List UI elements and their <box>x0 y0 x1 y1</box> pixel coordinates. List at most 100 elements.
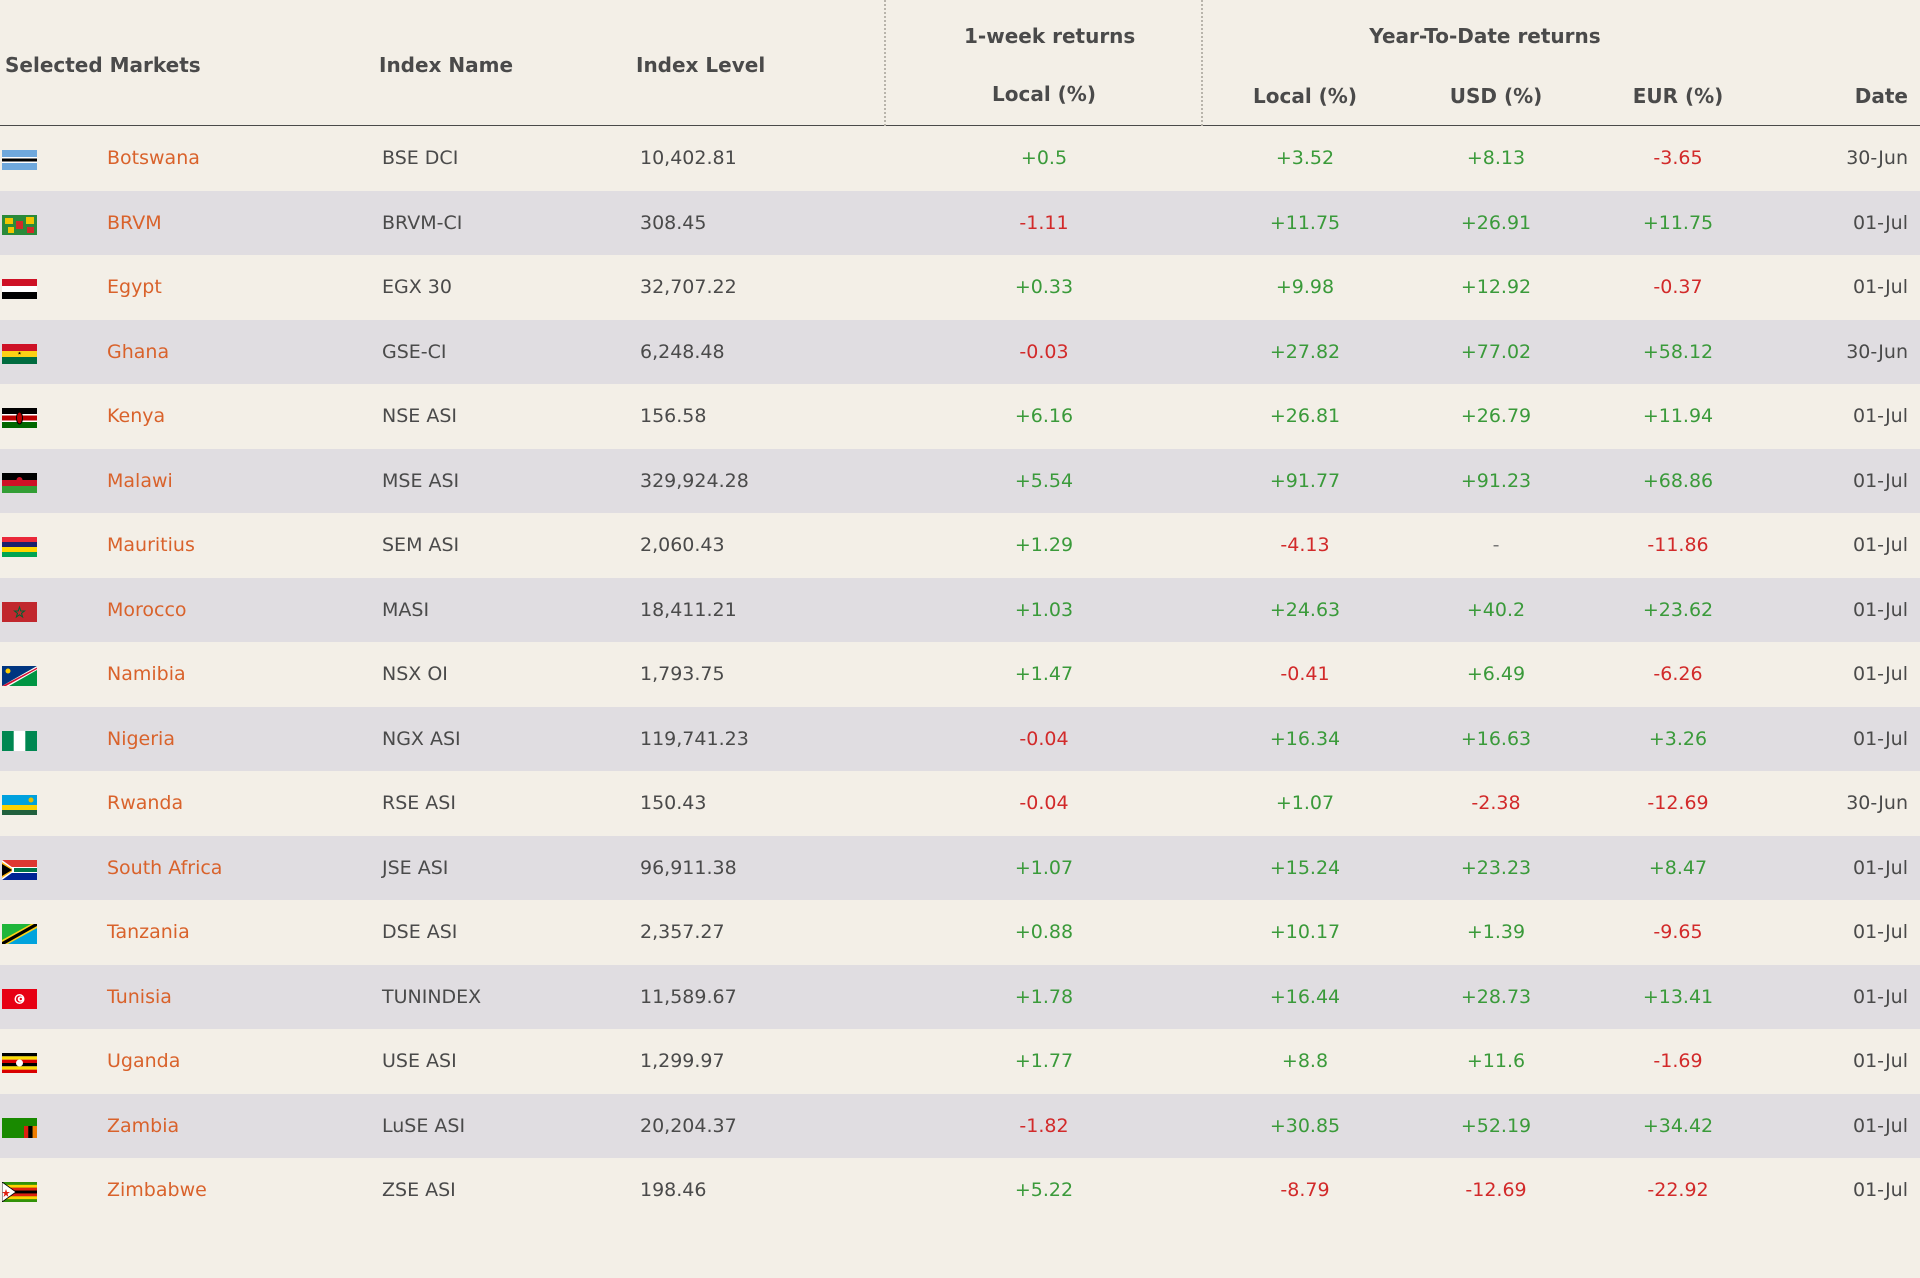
country-link[interactable]: Botswana <box>107 147 200 169</box>
index-name: MASI <box>382 598 430 621</box>
header-selected-markets[interactable]: Selected Markets <box>5 53 201 77</box>
table-row: Botswana BSE DCI 10,402.81 +0.5 +3.52 +8.13 -3… <box>0 126 1920 191</box>
uganda-flag-icon <box>2 1053 37 1073</box>
index-level: 308.45 <box>640 211 707 234</box>
table-row: Uganda USE ASI 1,299.97 +1.77 +8.8 +11.6 -1.69… <box>0 1029 1920 1094</box>
header-ytd-usd[interactable]: USD (%) <box>1449 84 1543 108</box>
ytd-local-return: -4.13 <box>1280 534 1330 556</box>
country-link[interactable]: Nigeria <box>107 727 175 750</box>
zambia-flag-icon <box>2 1117 37 1138</box>
ghana-flag-icon <box>2 343 37 364</box>
table-body: Botswana BSE DCI 10,402.81 +0.5 +3.52 +8.13 -3… <box>0 126 1920 1223</box>
index-name: NSX OI <box>382 663 448 685</box>
index-level: 11,589.67 <box>640 985 737 1008</box>
week-local-return: +0.5 <box>1020 147 1068 169</box>
country-link[interactable]: Malawi <box>107 469 173 492</box>
ytd-local-return: -0.41 <box>1280 663 1330 685</box>
index-name: JSE ASI <box>382 856 449 879</box>
date: 01-Jul <box>1852 598 1908 621</box>
header-date[interactable]: Date <box>1854 84 1908 108</box>
header-index-name[interactable]: Index Name <box>379 53 514 77</box>
ytd-eur-return: +34.42 <box>1642 1114 1714 1137</box>
country-link[interactable]: BRVM <box>107 211 162 234</box>
table-row: Mauritius SEM ASI 2,060.43 +1.29 -4.13 - -11.8… <box>0 513 1920 578</box>
date: 01-Jul <box>1852 856 1908 879</box>
week-local-return: -1.82 <box>1019 1114 1069 1137</box>
country-link[interactable]: Zimbabwe <box>107 1179 207 1201</box>
ytd-usd-return: +52.19 <box>1460 1114 1532 1137</box>
index-level: 96,911.38 <box>640 856 737 879</box>
table-row: Ghana GSE-CI 6,248.48 -0.03 +27.82 +77.02 +58.… <box>0 319 1920 384</box>
country-link[interactable]: Tanzania <box>107 921 190 943</box>
date: 01-Jul <box>1852 405 1908 427</box>
index-name: BSE DCI <box>382 147 459 169</box>
date: 01-Jul <box>1852 211 1908 234</box>
country-link[interactable]: Uganda <box>107 1050 181 1072</box>
zimbabwe-flag-icon <box>2 1182 37 1202</box>
tanzania-flag-icon <box>2 924 37 944</box>
table-row: Nigeria NGX ASI 119,741.23 -0.04 +16.34 +16.6… <box>0 706 1920 771</box>
ytd-local-return: +16.44 <box>1269 985 1341 1008</box>
week-local-return: +1.03 <box>1014 598 1074 621</box>
country-link[interactable]: Morocco <box>107 598 187 621</box>
ytd-usd-return: +23.23 <box>1460 856 1532 879</box>
index-name: LuSE ASI <box>382 1114 466 1137</box>
date: 01-Jul <box>1852 1179 1908 1201</box>
ytd-usd-return: - <box>1492 534 1500 556</box>
ytd-usd-return: +77.02 <box>1460 340 1532 363</box>
table-row: Malawi MSE ASI 329,924.28 +5.54 +91.77 +91.23… <box>0 448 1920 513</box>
ytd-usd-return: +1.39 <box>1466 921 1526 943</box>
table-header: Selected Markets Index Name Index Level … <box>0 0 1920 126</box>
date: 30-Jun <box>1846 792 1908 814</box>
week-local-return: +0.88 <box>1014 921 1074 943</box>
week-local-return: +1.07 <box>1014 856 1074 879</box>
ytd-usd-return: +91.23 <box>1460 469 1532 492</box>
index-name: SEM ASI <box>382 534 460 556</box>
ytd-eur-return: +11.94 <box>1642 405 1714 427</box>
header-index-level[interactable]: Index Level <box>636 53 766 77</box>
header-week-local[interactable]: Local (%) <box>992 82 1096 106</box>
date: 01-Jul <box>1852 534 1908 556</box>
header-ytd-local[interactable]: Local (%) <box>1253 84 1357 108</box>
table-row: Kenya NSE ASI 156.58 +6.16 +26.81 +26.79 +11.9… <box>0 384 1920 449</box>
country-link[interactable]: Tunisia <box>107 985 172 1008</box>
index-level: 2,060.43 <box>640 534 725 556</box>
ytd-usd-return: +6.49 <box>1466 663 1526 685</box>
ytd-eur-return: -1.69 <box>1653 1050 1703 1072</box>
header-ytd-eur[interactable]: EUR (%) <box>1632 84 1724 108</box>
ytd-usd-return: +11.6 <box>1466 1050 1526 1072</box>
country-link[interactable]: Mauritius <box>107 534 195 556</box>
table-row: Zambia LuSE ASI 20,204.37 -1.82 +30.85 +52.19… <box>0 1093 1920 1158</box>
ytd-eur-return: -0.37 <box>1653 276 1703 298</box>
index-name: TUNINDEX <box>382 985 482 1008</box>
date: 30-Jun <box>1846 147 1908 169</box>
date: 01-Jul <box>1852 1050 1908 1072</box>
header-ytd-group: Year-To-Date returns <box>1369 24 1601 48</box>
country-link[interactable]: Ghana <box>107 340 170 363</box>
ytd-eur-return: +13.41 <box>1642 985 1714 1008</box>
ytd-local-return: +9.98 <box>1275 276 1335 298</box>
country-link[interactable]: Egypt <box>107 276 162 298</box>
country-link[interactable]: Kenya <box>107 405 166 427</box>
ytd-local-return: +10.17 <box>1269 921 1341 943</box>
index-level: 329,924.28 <box>640 469 749 492</box>
index-level: 156.58 <box>640 405 707 427</box>
country-link[interactable]: Rwanda <box>107 792 184 814</box>
ytd-local-return: -8.79 <box>1280 1179 1330 1201</box>
index-name: USE ASI <box>382 1050 457 1072</box>
nigeria-flag-icon <box>2 730 37 751</box>
malawi-flag-icon <box>2 472 37 493</box>
ytd-usd-return: +26.79 <box>1460 405 1532 427</box>
index-level: 150.43 <box>640 792 707 814</box>
country-link[interactable]: Namibia <box>107 663 186 685</box>
date: 01-Jul <box>1852 727 1908 750</box>
ytd-eur-return: -22.92 <box>1647 1179 1709 1201</box>
ytd-local-return: +91.77 <box>1269 469 1341 492</box>
index-level: 1,299.97 <box>640 1050 725 1072</box>
table-row: BRVM BRVM-CI 308.45 -1.11 +11.75 +26.91 +11.75… <box>0 190 1920 255</box>
country-link[interactable]: Zambia <box>107 1114 180 1137</box>
botswana-flag-icon <box>2 150 37 170</box>
country-link[interactable]: South Africa <box>107 856 223 879</box>
week-local-return: -0.03 <box>1019 340 1069 363</box>
